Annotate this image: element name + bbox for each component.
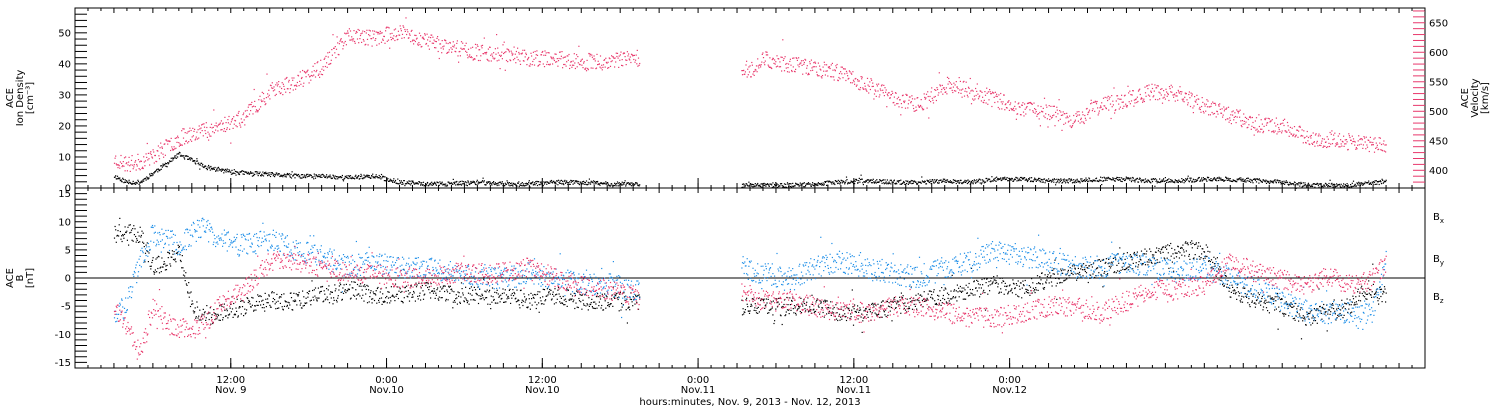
velocity-tick-label: 450 (1429, 136, 1448, 147)
ylabel-line: ACE (1460, 88, 1471, 108)
density-tick-label: 30 (58, 90, 71, 101)
bx-series (113, 217, 1387, 340)
velocity-tick-label: 500 (1429, 107, 1448, 118)
time-tick-label: 0:00 (375, 375, 397, 386)
time-tick-label: 12:00 (216, 375, 245, 386)
field-axis-label: ACE B [nT] (5, 268, 36, 288)
ylabel-line: [cm⁻³] (25, 82, 36, 114)
date-tick-label: Nov.11 (681, 385, 716, 396)
ylabel-line: Ion Density (15, 70, 26, 127)
density-tick-label: 40 (58, 59, 71, 70)
legend-subscript: y (1440, 259, 1444, 267)
velocity-series (113, 17, 1387, 172)
date-tick-label: Nov.12 (992, 385, 1027, 396)
field-tick-label: -5 (61, 302, 71, 313)
top-plot-frame (74, 7, 1426, 189)
by-series (113, 217, 1387, 330)
legend-bz: Bz (1433, 292, 1444, 305)
time-tick-label: 12:00 (528, 375, 557, 386)
ylabel-line: ACE (5, 268, 16, 288)
legend-subscript: x (1440, 217, 1444, 225)
time-tick-label: 0:00 (998, 375, 1020, 386)
ylabel-line: [nT] (25, 268, 36, 288)
velocity-minor-ticks (1413, 10, 1425, 189)
density-tick-label: 20 (58, 121, 71, 132)
legend-subscript: z (1440, 297, 1444, 305)
date-tick-label: Nov.11 (837, 385, 872, 396)
field-tick-label: 15 (58, 189, 71, 200)
time-axis-label: hours:minutes, Nov. 9, 2013 - Nov. 12, 2… (639, 397, 860, 408)
ion-density-series (113, 151, 1387, 189)
ylabel-line: B (15, 274, 26, 281)
velocity-axis-label: ACE Velocity [km/s] (1460, 78, 1491, 117)
field-tick-label: -10 (55, 330, 71, 341)
field-tick-label: 10 (58, 217, 71, 228)
legend-by: By (1433, 254, 1444, 267)
ylabel-line: Velocity (1470, 78, 1481, 117)
bz-series (113, 245, 1387, 360)
date-tick-label: Nov. 9 (215, 385, 246, 396)
density-tick-label: 10 (58, 152, 71, 163)
velocity-tick-label: 550 (1429, 77, 1448, 88)
density-minor-ticks (75, 7, 87, 189)
time-tick-label: 12:00 (839, 375, 868, 386)
velocity-tick-label: 650 (1429, 18, 1448, 29)
date-tick-label: Nov.10 (369, 385, 404, 396)
field-tick-label: -15 (55, 358, 71, 369)
density-axis-label: ACE Ion Density [cm⁻³] (5, 70, 36, 127)
density-tick-label: 50 (58, 28, 71, 39)
velocity-tick-label: 600 (1429, 48, 1448, 59)
time-minor-ticks (74, 8, 1426, 368)
velocity-tick-label: 400 (1429, 166, 1448, 177)
time-tick-label: 0:00 (687, 375, 709, 386)
density-tick-label: 0 (65, 184, 71, 195)
date-tick-label: Nov.10 (525, 385, 560, 396)
ylabel-line: [km/s] (1480, 82, 1491, 114)
legend-bx: Bx (1433, 212, 1444, 225)
field-tick-label: 0 (65, 274, 71, 285)
field-tick-label: 5 (65, 245, 71, 256)
field-minor-ticks (75, 187, 87, 369)
ylabel-line: ACE (5, 88, 16, 108)
